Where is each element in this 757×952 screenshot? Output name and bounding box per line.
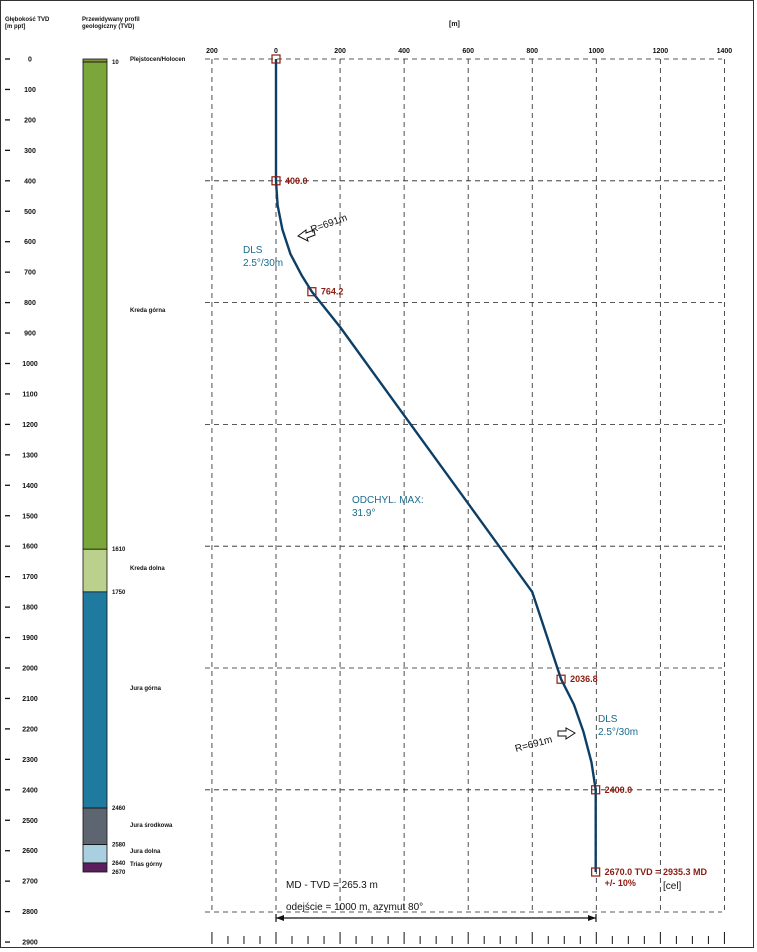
depth-tick-label: 1100 <box>22 391 37 398</box>
depth-tick-label: 2500 <box>22 818 38 825</box>
depth-tick-label: 900 <box>24 331 36 338</box>
marker-label: 764.2 <box>321 287 344 297</box>
marker-label: 400.0 <box>285 176 308 186</box>
depth-tick-label: 700 <box>24 270 36 277</box>
offset-arrow-left <box>276 915 284 921</box>
dls-bottom-value: 2.5°/30m <box>598 727 638 738</box>
layer-name-label: Trias górny <box>130 862 163 868</box>
x-tick-label: 1200 <box>653 48 669 55</box>
layer-4 <box>82 807 108 846</box>
profile-header: Przewidywany profil geologiczny (TVD) <box>82 17 140 31</box>
target-label: [cel] <box>663 881 682 892</box>
layer-6 <box>82 862 108 873</box>
depth-tick-label: 2200 <box>22 726 38 733</box>
marker-1 <box>271 176 281 186</box>
layer-2 <box>82 548 108 593</box>
x-tick-label: 200 <box>334 48 346 55</box>
depth-tick-label: 1600 <box>22 544 38 551</box>
depth-tick-label: 600 <box>24 239 36 246</box>
layer-name-label: Jura środkowa <box>130 823 173 829</box>
max-inclination-value: 31.9° <box>352 508 375 519</box>
depth-tick-label: 200 <box>24 117 36 124</box>
layer-depth-label: 2640 <box>112 861 126 867</box>
layer-depth-label: 2580 <box>112 843 126 849</box>
radius-arrow-top <box>297 229 316 242</box>
tolerance-label: +/- 10% <box>605 878 636 888</box>
max-inclination-label: ODCHYL. MAX: <box>352 495 424 506</box>
marker-5 <box>591 867 601 877</box>
marker-3 <box>556 674 566 684</box>
layer-name-label: Plejstocen/Holocen <box>130 57 186 63</box>
layer-depth-label: 1750 <box>112 590 126 596</box>
layer-name-label: Jura górna <box>130 686 162 692</box>
marker-4 <box>591 785 601 795</box>
marker-label: 2036.8 <box>570 674 598 684</box>
profile-title: Przewidywany profil <box>82 17 140 23</box>
marker-label: 2400.0 <box>605 785 633 795</box>
layer-3 <box>82 591 108 809</box>
depth-tick-label: 2600 <box>22 848 38 855</box>
x-tick-label: 1400 <box>717 48 733 55</box>
layer-depth-label: 10 <box>112 60 119 66</box>
depth-tick-label: 2000 <box>22 666 38 673</box>
x-tick-label: 400 <box>398 48 410 55</box>
depth-tick-label: 2100 <box>22 696 38 703</box>
layer-depth-label: 2460 <box>112 806 126 812</box>
depth-tick-label: 1700 <box>22 574 38 581</box>
depth-tick-label: 500 <box>24 209 36 216</box>
depth-tick-label: 2800 <box>22 909 38 916</box>
layer-0 <box>82 58 108 63</box>
layer-depth-label: 2670 <box>112 870 126 876</box>
x-unit-label: [m] <box>449 21 460 28</box>
depth-tick-label: 1400 <box>22 483 38 490</box>
depth-tick-label: 400 <box>24 178 36 185</box>
marker-2 <box>307 287 317 297</box>
depth-tick-label: 1500 <box>22 513 38 520</box>
marker-label: 2670.0 TVD = 2935.3 MD <box>605 867 708 877</box>
depth-header: Głębokość TVD [m ppt] <box>5 17 49 31</box>
radius-bottom-label: R=691m <box>514 734 554 754</box>
layer-1 <box>82 61 108 550</box>
x-tick-label: 800 <box>526 48 538 55</box>
offset-label: odejście = 1000 m, azymut 80° <box>286 902 423 913</box>
layer-name-label: Kreda dolna <box>130 566 165 572</box>
depth-tick-label: 2700 <box>22 879 38 886</box>
md-tvd-label: MD - TVD = 265.3 m <box>286 880 378 891</box>
x-tick-label: 0 <box>274 48 278 55</box>
trajectory-line <box>274 59 597 872</box>
depth-tick-label: 100 <box>24 87 36 94</box>
offset-arrow-right <box>588 915 596 921</box>
x-tick-label: 200 <box>206 48 218 55</box>
layer-depth-label: 1610 <box>112 547 126 553</box>
x-tick-label: 1000 <box>589 48 605 55</box>
depth-tick-label: 2300 <box>22 757 38 764</box>
depth-tick-label: 800 <box>24 300 36 307</box>
depth-tick-label: 1000 <box>22 361 38 368</box>
radius-arrow-bottom <box>557 727 576 740</box>
depth-tick-label: 1800 <box>22 605 38 612</box>
depth-tick-label: 0 <box>28 57 32 64</box>
x-tick-label: 600 <box>462 48 474 55</box>
depth-tick-label: 1300 <box>22 452 38 459</box>
depth-tick-label: 1200 <box>22 422 38 429</box>
layer-name-label: Kreda górna <box>130 308 166 314</box>
depth-tick-label: 2900 <box>22 940 38 947</box>
depth-tick-label: 2400 <box>22 787 38 794</box>
dls-bottom-label: DLS <box>598 714 618 725</box>
depth-title: Głębokość TVD <box>5 17 50 23</box>
dls-top-value: 2.5°/30m <box>243 258 283 269</box>
marker-0 <box>271 54 281 64</box>
depth-unit: [m ppt] <box>5 24 26 30</box>
layer-name-label: Jura dolna <box>130 849 161 855</box>
profile-subtitle: geologiczny (TVD) <box>82 24 135 30</box>
depth-tick-label: 300 <box>24 148 36 155</box>
layer-5 <box>82 844 108 864</box>
depth-tick-label: 1900 <box>22 635 38 642</box>
radius-top-label: R=691m <box>309 212 349 235</box>
dls-top-label: DLS <box>243 245 263 256</box>
